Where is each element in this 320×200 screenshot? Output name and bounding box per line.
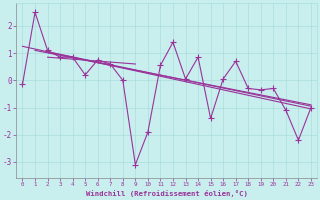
X-axis label: Windchill (Refroidissement éolien,°C): Windchill (Refroidissement éolien,°C) bbox=[86, 190, 248, 197]
